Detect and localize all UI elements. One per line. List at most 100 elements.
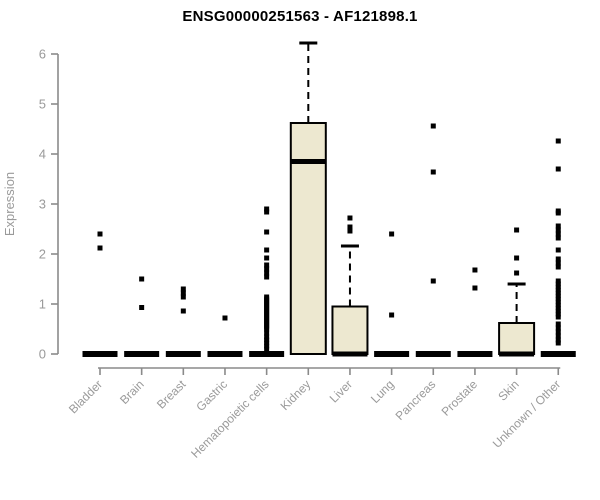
- box: [498, 322, 536, 355]
- zero-box: [540, 351, 576, 357]
- outlier-point: [139, 305, 145, 310]
- outlier-point: [180, 294, 186, 300]
- zero-box: [124, 351, 160, 357]
- y-tick-label: 3: [39, 197, 46, 212]
- outlier-point: [180, 286, 186, 292]
- outlier-point: [555, 321, 561, 327]
- x-tick-label: Hematopoietic cells: [188, 377, 271, 460]
- outlier-point: [264, 229, 270, 235]
- outlier-point: [555, 138, 561, 144]
- outlier-point: [555, 311, 561, 317]
- outlier-point: [264, 337, 270, 343]
- y-axis-title: Expression: [2, 172, 17, 236]
- outlier-point: [472, 267, 478, 273]
- y-tick-label: 0: [39, 347, 46, 362]
- outlier-point: [514, 227, 520, 233]
- outlier-point: [430, 278, 436, 284]
- outlier-point: [264, 326, 270, 332]
- zero-box: [165, 351, 201, 357]
- outlier-point: [555, 231, 561, 237]
- zero-box: [249, 351, 285, 357]
- outlier-point: [264, 255, 270, 261]
- outlier-point: [555, 210, 561, 216]
- zero-box: [82, 351, 118, 357]
- x-tick-label: Pancreas: [393, 377, 439, 423]
- chart-title: ENSG00000251563 - AF121898.1: [182, 8, 418, 25]
- zero-box: [374, 351, 410, 357]
- x-tick-label: Lung: [368, 377, 397, 406]
- box: [289, 122, 327, 355]
- outlier-point: [555, 314, 561, 320]
- outlier-point: [555, 293, 561, 299]
- outlier-point: [555, 290, 561, 296]
- outlier-point: [555, 284, 561, 290]
- outlier-point: [555, 264, 561, 270]
- outlier-point: [555, 247, 561, 253]
- y-tick-label: 5: [39, 97, 46, 112]
- outlier-point: [555, 308, 561, 314]
- zero-box: [415, 351, 451, 357]
- outlier-point: [389, 312, 395, 318]
- outlier-point: [555, 340, 561, 346]
- box: [331, 305, 369, 355]
- outlier-point: [555, 227, 561, 233]
- outlier-point: [472, 285, 478, 291]
- outlier-point: [264, 330, 270, 336]
- outlier-point: [97, 245, 103, 251]
- outlier-point: [555, 260, 561, 266]
- box-marks: [82, 41, 576, 357]
- outlier-point: [430, 123, 436, 129]
- outlier-point: [555, 256, 561, 262]
- x-tick-label: Skin: [495, 377, 521, 403]
- outlier-point: [264, 262, 270, 268]
- outlier-point: [555, 299, 561, 305]
- outlier-point: [555, 296, 561, 302]
- outlier-point: [555, 333, 561, 339]
- x-tick-label: Gastric: [193, 377, 230, 414]
- outlier-point: [555, 337, 561, 343]
- y-tick-label: 6: [39, 47, 46, 62]
- x-tick-label: Kidney: [278, 377, 314, 413]
- outlier-point: [555, 278, 561, 284]
- y-tick-label: 2: [39, 247, 46, 262]
- x-tick-label: Brain: [117, 377, 147, 407]
- x-tick-label: Prostate: [439, 377, 481, 419]
- outlier-point: [555, 302, 561, 308]
- outlier-point: [347, 228, 353, 234]
- outlier-point: [180, 290, 186, 296]
- outlier-point: [139, 276, 145, 282]
- outlier-point: [264, 340, 270, 346]
- outlier-point: [555, 329, 561, 335]
- outlier-point: [514, 255, 520, 261]
- y-tick-label: 1: [39, 297, 46, 312]
- outlier-point: [264, 343, 270, 349]
- outlier-point: [555, 287, 561, 293]
- outlier-point: [264, 206, 270, 212]
- outlier-point: [97, 231, 103, 237]
- outlier-point: [555, 166, 561, 172]
- outlier-point: [514, 270, 520, 276]
- outlier-point: [347, 224, 353, 230]
- x-tick-label: Liver: [327, 377, 355, 405]
- outlier-point: [555, 281, 561, 287]
- outlier-point: [555, 325, 561, 331]
- outlier-point: [555, 305, 561, 311]
- zero-box: [457, 351, 493, 357]
- outlier-point: [180, 308, 186, 314]
- outlier-point: [264, 334, 270, 340]
- outlier-point: [389, 231, 395, 237]
- outlier-point: [222, 315, 228, 321]
- outlier-point: [555, 235, 561, 241]
- outlier-point: [264, 209, 270, 215]
- outlier-point: [555, 223, 561, 229]
- outlier-point: [264, 266, 270, 272]
- outlier-point: [264, 346, 270, 352]
- outlier-point: [264, 270, 270, 276]
- x-tick-label: Breast: [154, 377, 189, 412]
- zero-box: [207, 351, 243, 357]
- x-tick-label: Bladder: [66, 377, 105, 416]
- outlier-point: [264, 274, 270, 280]
- outlier-point: [264, 247, 270, 253]
